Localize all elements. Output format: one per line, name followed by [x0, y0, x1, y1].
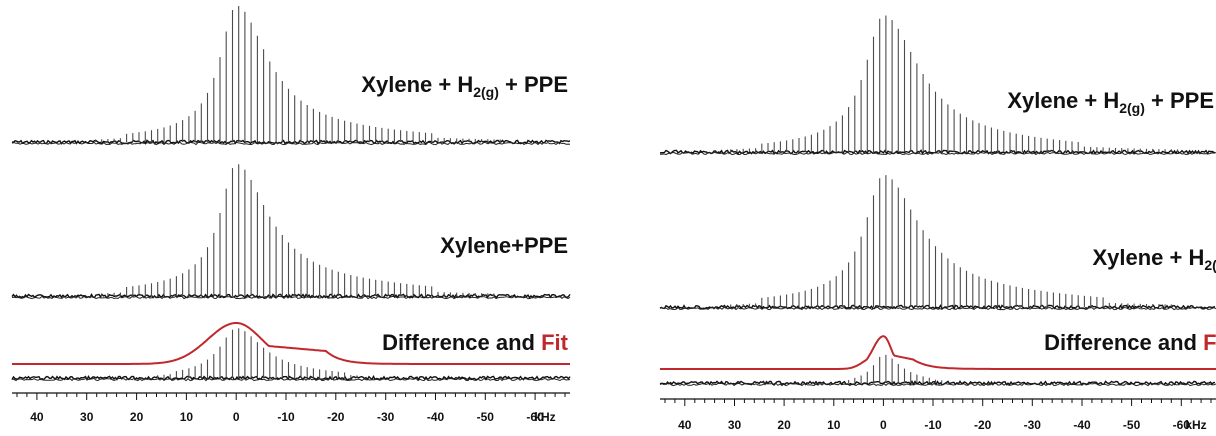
x-tick-label: -30 — [377, 410, 395, 424]
x-tick-label: -20 — [327, 410, 345, 424]
panel-label-suffix: + PPE — [499, 72, 568, 97]
x-tick-label: -10 — [277, 410, 295, 424]
spectrum-baseline — [659, 149, 1216, 155]
panel-label-subscript: 2(g) — [1204, 257, 1216, 273]
spectrum-panel-1: Xylene + H2(g) + PPE — [11, 6, 571, 146]
x-tick-label: 20 — [777, 418, 791, 432]
panel-label-highlight: Fit — [1203, 330, 1216, 355]
x-tick-label: -30 — [1024, 418, 1042, 432]
spectrum-baseline — [11, 139, 571, 145]
panel-label-suffix: + PPE — [1145, 88, 1214, 113]
sideband-lines — [157, 328, 358, 378]
chart-left: Xylene + H2(g) + PPE Xylene+PPE Difference… — [11, 6, 571, 424]
x-tick-label: 20 — [130, 410, 144, 424]
x-tick-label: 30 — [80, 410, 94, 424]
x-tick-label: -10 — [924, 418, 942, 432]
sideband-lines — [101, 164, 495, 296]
sideband-lines — [848, 354, 943, 383]
panel-label: Xylene + H2(g) + PPE — [1007, 88, 1214, 116]
x-tick-label: -40 — [427, 410, 445, 424]
sideband-lines — [94, 6, 501, 142]
sideband-lines — [730, 175, 1172, 307]
panel-label-text: Xylene + H — [361, 72, 473, 97]
panel-label-text: Xylene+PPE — [440, 233, 568, 258]
spectrum-panel-2: Xylene + H2(g) — [659, 175, 1216, 311]
x-axis-unit-label: kHz — [1185, 418, 1206, 432]
spectrum-baseline-noise — [659, 306, 1216, 311]
x-tick-label: -50 — [1123, 418, 1141, 432]
x-tick-label: -50 — [477, 410, 495, 424]
panel-label-subscript: 2(g) — [473, 84, 499, 100]
panel-label-text: Xylene + H — [1092, 245, 1204, 270]
spectrum-panel-3: Difference and Fit — [11, 322, 571, 382]
x-tick-label: 40 — [678, 418, 692, 432]
panel-label-highlight: Fit — [541, 330, 569, 355]
spectrum-baseline-noise — [660, 151, 1216, 156]
x-tick-label: -60 — [526, 410, 544, 424]
x-tick-label: 0 — [880, 418, 887, 432]
x-axis-unit-label: kHz — [534, 410, 555, 424]
panel-label-text: Difference and — [382, 330, 541, 355]
spectrum-baseline-noise — [11, 377, 571, 382]
spectrum-panel-1: Xylene + H2(g) + PPE — [659, 15, 1216, 156]
panel-label-subscript: 2(g) — [1119, 100, 1145, 116]
x-tick-label: -60 — [1173, 418, 1191, 432]
panel-label: Difference and Fit — [1044, 330, 1216, 355]
x-tick-label: 30 — [728, 418, 742, 432]
panel-label: Xylene+PPE — [440, 233, 568, 258]
spectrum-panel-2: Xylene+PPE — [11, 164, 571, 300]
spectrum-baseline-noise — [659, 382, 1216, 387]
spectrum-baseline-noise — [11, 295, 571, 300]
spectrum-panel-3: Difference and Fit — [659, 330, 1216, 387]
x-tick-label: -20 — [974, 418, 992, 432]
x-tick-label: 10 — [180, 410, 194, 424]
panel-label-text: Difference and — [1044, 330, 1203, 355]
fit-curve — [660, 335, 1216, 370]
sideband-lines — [730, 15, 1179, 152]
x-tick-label: 40 — [30, 410, 44, 424]
panel-label: Xylene + H2(g) + PPE — [361, 72, 568, 100]
spectrum-baseline-noise — [11, 141, 571, 146]
panel-label-text: Xylene + H — [1007, 88, 1119, 113]
x-tick-label: 0 — [233, 410, 240, 424]
fit-curve — [12, 322, 570, 365]
panel-label: Xylene + H2(g) — [1092, 245, 1216, 273]
panel-label: Difference and Fit — [382, 330, 568, 355]
x-tick-label: 10 — [827, 418, 841, 432]
x-tick-label: -40 — [1073, 418, 1091, 432]
spectrum-baseline — [659, 304, 1216, 311]
